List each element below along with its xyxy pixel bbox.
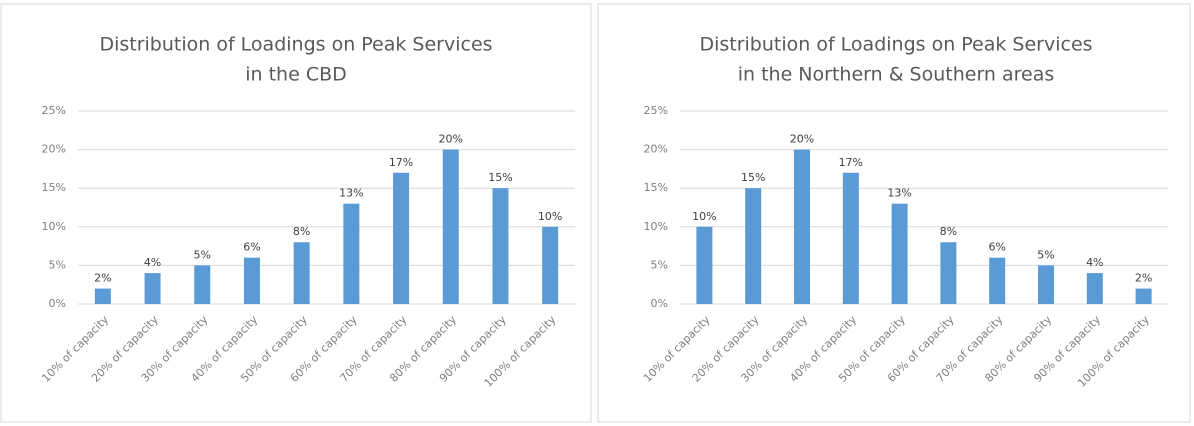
y-tick-label: 15% (42, 181, 66, 194)
y-tick-label: 10% (42, 220, 66, 233)
data-label: 13% (887, 187, 911, 200)
data-label: 17% (839, 156, 863, 169)
y-tick-label: 25% (42, 104, 66, 117)
data-label: 17% (389, 156, 413, 169)
bar (243, 257, 260, 304)
y-tick-label: 10% (644, 220, 668, 233)
data-label: 10% (692, 210, 716, 223)
bar (989, 257, 1006, 304)
data-label: 2% (94, 272, 111, 285)
data-label: 4% (144, 256, 161, 269)
bar (393, 172, 410, 304)
bar (842, 172, 859, 304)
bar (194, 265, 211, 304)
bar (891, 203, 908, 304)
bar (794, 149, 810, 304)
data-label: 8% (293, 225, 310, 238)
bar (745, 188, 762, 304)
data-label: 4% (1086, 256, 1103, 269)
bar (1135, 288, 1152, 304)
bar (293, 242, 310, 304)
data-label: 2% (1135, 272, 1152, 285)
bar (1086, 273, 1103, 304)
data-label: 6% (243, 241, 260, 254)
bar (696, 226, 713, 304)
chart-title: Distribution of Loadings on Peak Service… (99, 34, 492, 56)
data-label: 5% (1037, 248, 1054, 261)
bar (1038, 265, 1054, 304)
y-tick-label: 15% (644, 181, 668, 194)
data-label: 15% (741, 171, 765, 184)
bar (542, 226, 559, 304)
bar (940, 242, 957, 304)
bar (442, 149, 459, 304)
y-tick-label: 20% (42, 143, 66, 156)
bar (94, 288, 111, 304)
data-label: 8% (940, 225, 957, 238)
data-label: 13% (339, 187, 363, 200)
data-label: 10% (538, 210, 562, 223)
bar (343, 203, 360, 304)
data-label: 20% (439, 133, 463, 146)
bar (144, 273, 161, 304)
data-label: 6% (988, 241, 1005, 254)
y-tick-label: 5% (651, 258, 668, 271)
chart-title: in the CBD (245, 64, 347, 86)
data-label: 5% (194, 248, 211, 261)
y-tick-label: 5% (49, 258, 66, 271)
y-tick-label: 0% (49, 297, 66, 310)
chart-title: Distribution of Loadings on Peak Service… (699, 34, 1092, 56)
data-label: 20% (790, 133, 814, 146)
data-label: 15% (488, 171, 512, 184)
y-tick-label: 20% (644, 143, 668, 156)
y-tick-label: 25% (644, 104, 668, 117)
bar (492, 188, 509, 304)
chart-title: in the Northern & Southern areas (738, 64, 1055, 86)
y-tick-label: 0% (651, 297, 668, 310)
